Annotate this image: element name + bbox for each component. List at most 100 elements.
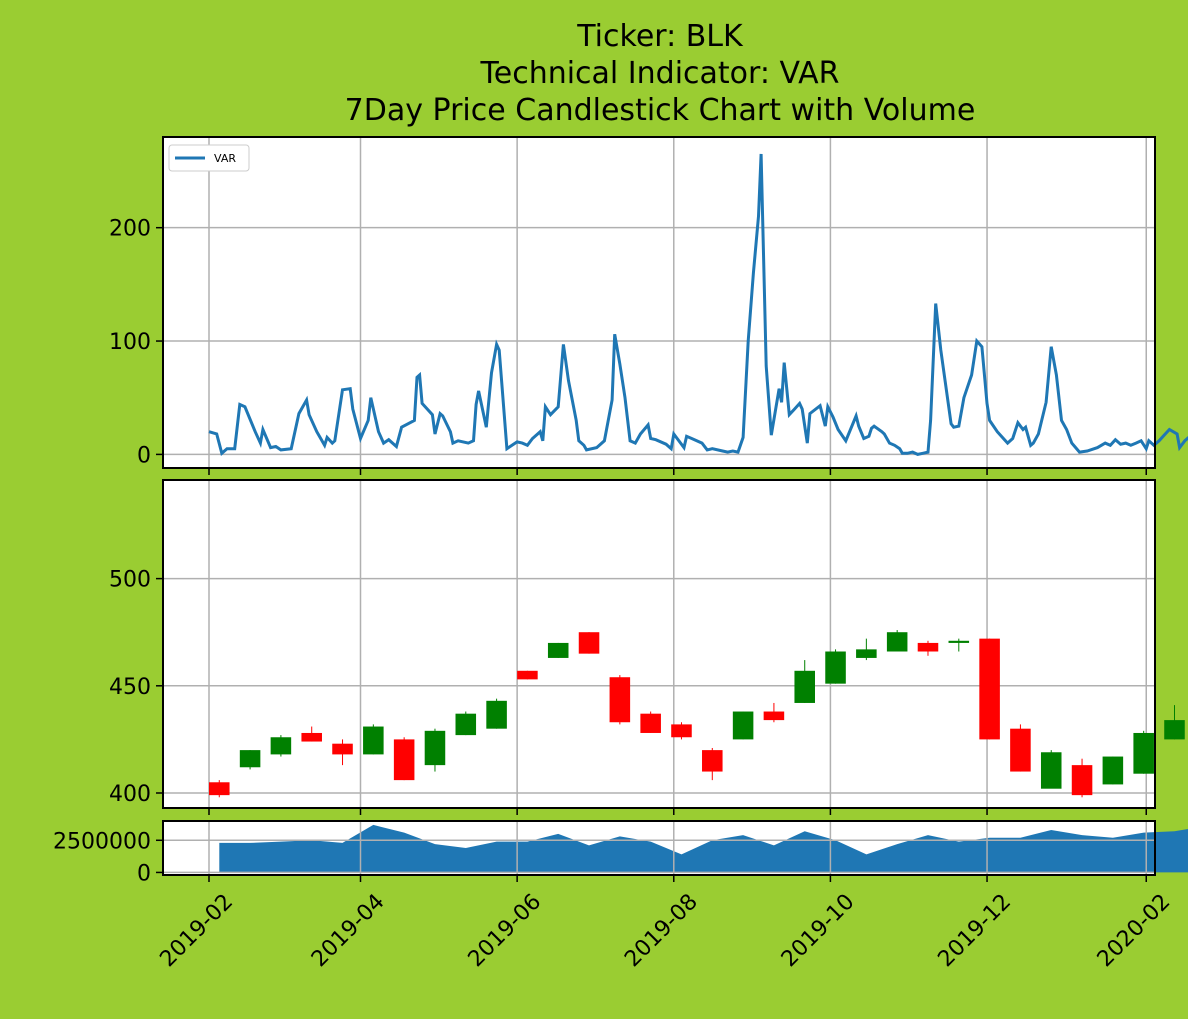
candle-2019-06-17 [547,642,569,658]
title-line-ticker: Ticker: BLK [576,19,744,54]
chart-title: Ticker: BLK Technical Indicator: VAR 7Da… [345,19,976,128]
xtick-label-2020-02: 2020-02 [1093,889,1176,972]
candle-body [1102,756,1124,785]
indicator-grid [163,137,1155,468]
candle-body [486,700,507,729]
candle-2019-03-01 [270,735,292,757]
candle-body [886,632,908,652]
candle-2019-08-04 [671,722,692,740]
price-ytick-label-500: 500 [109,568,151,593]
xtick-label-2019-06: 2019-06 [464,889,547,972]
candle-body [948,640,970,643]
volume-y-axis: 0 2500000 [53,829,163,886]
indicator-frame [162,136,1156,469]
candle-2020-01-19 [1102,756,1124,785]
candle-2019-11-08 [917,640,939,656]
price-panel: 400 450 500 [109,479,1185,809]
candle-2020-01-31 [1133,730,1154,774]
candle-body [547,642,569,658]
price-plot-area [163,480,1155,808]
candle-body [763,711,785,721]
candle-2019-04-06 [363,724,384,755]
candle-body [609,677,631,723]
xtick-label-2019-04: 2019-04 [307,889,390,972]
price-y-axis: 400 450 500 [109,568,163,807]
candle-body [825,651,846,684]
candle-2019-06-29 [578,632,600,654]
candle-body [1164,720,1185,740]
candle-2019-10-15 [856,638,877,661]
candle-body [794,670,815,703]
price-ytick-label-450: 450 [109,675,151,700]
candle-2019-04-18 [393,737,415,781]
volume-ytick-label-0: 0 [137,861,151,886]
candle-body [517,670,538,680]
candle-body [732,711,754,740]
legend-label: VAR [214,152,236,165]
candle-body [917,642,939,652]
xtick-label-2019-10: 2019-10 [777,889,860,972]
indicator-panel: 0 100 200 VAR [109,136,1188,469]
candle-body [332,743,353,755]
candle-2019-07-23 [640,711,661,733]
candle-body [363,726,384,755]
candle-body [301,732,322,742]
xtick-label-2019-02: 2019-02 [155,889,238,972]
indicator-y-axis: 0 100 200 [109,217,163,468]
candle-body [1133,732,1154,774]
volume-ytick-label-2500000: 2500000 [53,829,151,854]
candle-2019-02-17 [239,750,261,770]
candle-2019-09-21 [794,660,815,703]
candle-2019-08-28 [732,711,754,740]
candle-body [239,750,261,768]
candle-body [979,638,1000,740]
candle-body [455,713,477,736]
candle-2019-07-11 [609,675,631,725]
candle-body [578,632,600,654]
candle-2019-09-09 [763,702,785,723]
candle-2020-01-07 [1071,758,1093,798]
candle-2019-12-14 [1010,724,1031,772]
candle-2019-10-03 [825,649,846,684]
candle-body [856,649,877,658]
candle-body [1071,765,1093,796]
candle-body [270,737,292,755]
indicator-ytick-label-200: 200 [109,217,151,242]
xtick-label-2019-08: 2019-08 [620,889,703,972]
candle-2019-04-30 [424,728,446,772]
candle-body [424,730,446,766]
price-frame [162,479,1156,809]
price-ytick-label-400: 400 [109,782,151,807]
candlestick-series [209,630,1185,798]
candle-body [640,713,661,733]
candle-2019-05-24 [486,698,507,729]
candle-2019-03-25 [332,739,353,766]
candle-2019-03-13 [301,726,322,742]
legend-box [168,144,250,172]
candle-body [1010,728,1031,772]
indicator-legend: VAR [168,144,250,172]
candle-2020-02-12 [1164,705,1185,740]
title-line-indicator: Technical Indicator: VAR [480,56,840,91]
volume-area [219,824,1188,873]
candle-body [393,739,415,781]
candle-2019-05-12 [455,711,477,736]
candle-2019-12-02 [979,638,1000,740]
candle-body [671,724,692,738]
var-line [208,153,1188,457]
indicator-ytick-label-0: 0 [137,443,151,468]
volume-grid [163,821,1155,875]
candle-2019-08-16 [702,747,723,781]
candle-2019-06-05 [517,670,538,680]
candle-body [1040,752,1062,789]
candle-2019-11-20 [948,638,970,652]
volume-frame [162,820,1156,876]
candle-2019-10-27 [886,630,908,652]
indicator-ytick-label-100: 100 [109,330,151,355]
xtick-label-2019-12: 2019-12 [933,889,1016,972]
candle-2019-02-05 [209,780,230,798]
volume-panel: 0 2500000 [53,820,1188,886]
candle-body [702,750,723,772]
title-line-description: 7Day Price Candlestick Chart with Volume [345,93,976,128]
